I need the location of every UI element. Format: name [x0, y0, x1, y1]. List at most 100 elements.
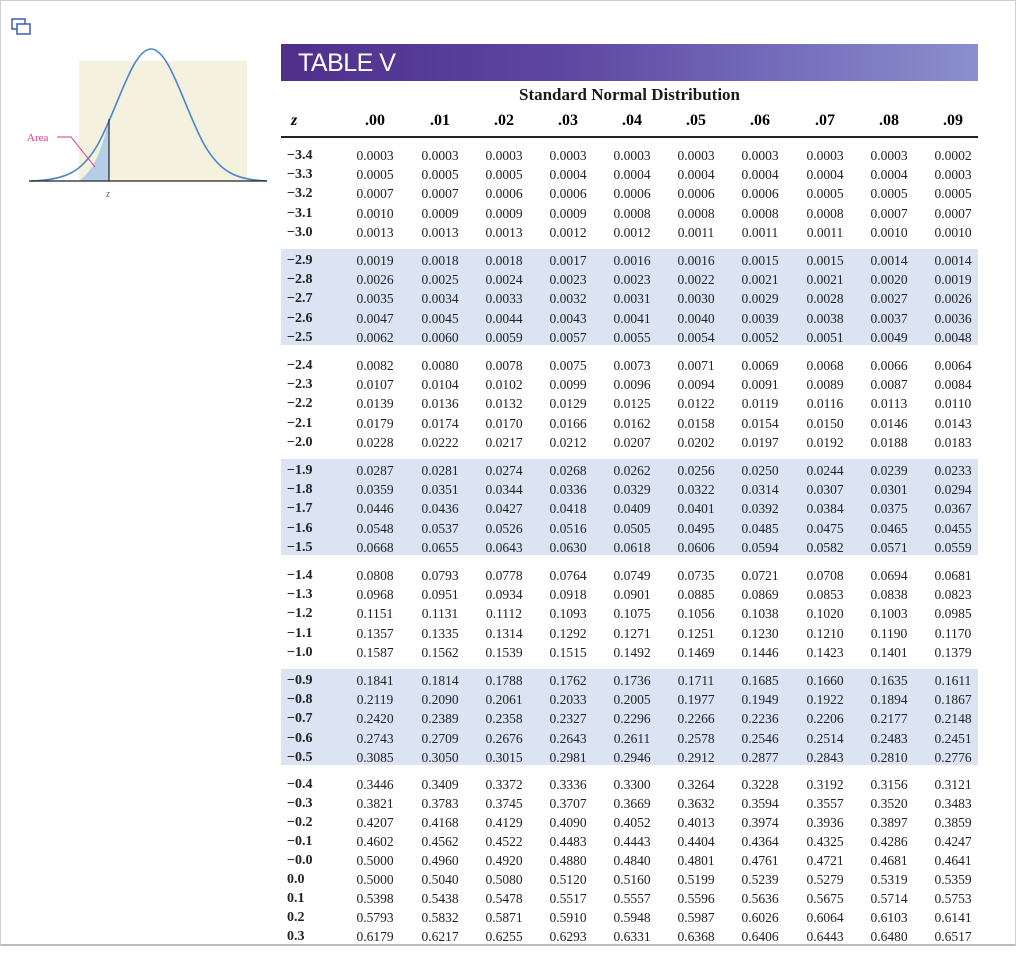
probability-cell: 0.0039	[741, 310, 779, 326]
probability-cell: 0.0003	[485, 148, 523, 163]
probability-cell: 0.0045	[421, 310, 459, 326]
probability-cell: 0.4721	[806, 853, 844, 868]
probability-cell: 0.0008	[677, 205, 715, 221]
probability-cell: 0.0060	[421, 329, 459, 345]
probability-cell: 0.1401	[870, 644, 908, 660]
probability-cell: 0.5080	[485, 872, 523, 887]
z-value: 0.2	[287, 910, 305, 925]
probability-cell: 0.3336	[549, 777, 587, 792]
probability-cell: 0.0392	[741, 501, 779, 517]
probability-cell: 0.0446	[356, 501, 394, 517]
probability-cell: 0.3228	[741, 777, 779, 792]
probability-cell: 0.0051	[806, 329, 844, 345]
probability-cell: 0.0029	[741, 291, 779, 307]
probability-cell: 0.1271	[613, 625, 651, 641]
z-value: −3.0	[287, 224, 313, 240]
probability-cell: 0.0143	[934, 415, 972, 431]
probability-cell: 0.0228	[356, 434, 394, 450]
probability-cell: 0.0005	[870, 186, 908, 202]
probability-cell: 0.1075	[613, 606, 651, 622]
probability-cell: 0.0018	[421, 253, 459, 268]
probability-cell: 0.2611	[613, 730, 651, 746]
probability-cell: 0.0384	[806, 501, 844, 517]
probability-cell: 0.0023	[549, 272, 587, 288]
probability-cell: 0.0183	[934, 434, 972, 450]
probability-cell: 0.4562	[421, 834, 459, 849]
z-value: −1.5	[287, 539, 313, 555]
probability-cell: 0.0139	[356, 396, 394, 412]
probability-cell: 0.6406	[741, 929, 779, 944]
table-row: −1.8 0.0359 0.0351 0.0344 0.0336 0.0329 0.0322…	[281, 482, 978, 501]
z-value: −2.6	[287, 310, 313, 326]
probability-cell: 0.3372	[485, 777, 523, 792]
probability-cell: 0.2033	[549, 692, 587, 708]
probability-cell: 0.3264	[677, 777, 715, 792]
probability-cell: 0.4840	[613, 853, 651, 868]
z-value: −2.7	[287, 291, 313, 307]
table-row: −0.7 0.2420 0.2389 0.2358 0.2327 0.2296 0.2266…	[281, 711, 978, 730]
probability-cell: 0.3974	[741, 815, 779, 830]
probability-cell: 0.3483	[934, 796, 972, 811]
z-value: −1.8	[287, 482, 313, 498]
probability-cell: 0.5279	[806, 872, 844, 887]
z-value: −0.5	[287, 749, 313, 765]
column-header: .02	[494, 112, 514, 129]
probability-cell: 0.0113	[870, 396, 908, 412]
table-row: −2.5 0.0062 0.0060 0.0059 0.0057 0.0055 0.0054…	[281, 330, 978, 349]
probability-cell: 0.0239	[870, 463, 908, 478]
probability-cell: 0.5714	[870, 891, 908, 906]
probability-cell: 0.0268	[549, 463, 587, 478]
probability-cell: 0.0721	[741, 568, 779, 583]
probability-cell: 0.0307	[806, 482, 844, 498]
probability-cell: 0.6179	[356, 929, 394, 944]
probability-cell: 0.0033	[485, 291, 523, 307]
probability-cell: 0.1562	[421, 644, 459, 660]
probability-cell: 0.2451	[934, 730, 972, 746]
probability-cell: 0.6255	[485, 929, 523, 944]
probability-cell: 0.5753	[934, 891, 972, 906]
probability-cell: 0.1894	[870, 692, 908, 708]
probability-cell: 0.1587	[356, 644, 394, 660]
table-subtitle: Standard Normal Distribution	[518, 85, 741, 104]
probability-cell: 0.1515	[549, 644, 587, 660]
probability-cell: 0.0049	[870, 329, 908, 345]
probability-cell: 0.0011	[741, 224, 779, 240]
probability-cell: 0.0007	[356, 186, 394, 202]
probability-cell: 0.0005	[356, 167, 394, 183]
probability-cell: 0.3859	[934, 815, 972, 830]
table-row: −0.3 0.3821 0.3783 0.3745 0.3707 0.3669 0.3632…	[281, 796, 978, 815]
probability-cell: 0.0004	[870, 167, 908, 183]
probability-cell: 0.4052	[613, 815, 651, 830]
table-title-banner: TABLE V	[281, 44, 978, 81]
probability-cell: 0.0047	[356, 310, 394, 326]
probability-cell: 0.0853	[806, 587, 844, 603]
table-row: −2.0 0.0228 0.0222 0.0217 0.0212 0.0207 0.0202…	[281, 435, 978, 454]
probability-cell: 0.1335	[421, 625, 459, 641]
probability-cell: 0.0011	[806, 224, 844, 240]
probability-cell: 0.1539	[485, 644, 523, 660]
probability-cell: 0.2119	[356, 692, 394, 708]
probability-cell: 0.2743	[356, 730, 394, 746]
probability-cell: 0.0409	[613, 501, 651, 517]
probability-cell: 0.0019	[934, 272, 972, 288]
probability-cell: 0.5910	[549, 910, 587, 925]
probability-cell: 0.0154	[741, 415, 779, 431]
probability-cell: 0.0749	[613, 568, 651, 583]
probability-cell: 0.5675	[806, 891, 844, 906]
probability-cell: 0.6026	[741, 910, 779, 925]
table-row: −2.2 0.0139 0.0136 0.0132 0.0129 0.0125 0.0122…	[281, 396, 978, 415]
probability-cell: 0.0003	[677, 148, 715, 163]
probability-cell: 0.0294	[934, 482, 972, 498]
probability-cell: 0.4443	[613, 834, 651, 849]
probability-cell: 0.3192	[806, 777, 844, 792]
probability-cell: 0.0495	[677, 520, 715, 536]
probability-cell: 0.0037	[870, 310, 908, 326]
probability-cell: 0.0031	[613, 291, 651, 307]
probability-cell: 0.0336	[549, 482, 587, 498]
probability-cell: 0.1492	[613, 644, 651, 660]
popout-icon[interactable]	[11, 18, 33, 36]
table-row: −1.7 0.0446 0.0436 0.0427 0.0418 0.0409 0.0401…	[281, 501, 978, 520]
probability-cell: 0.2676	[485, 730, 523, 746]
probability-cell: 0.6217	[421, 929, 459, 944]
probability-cell: 0.0287	[356, 463, 394, 478]
